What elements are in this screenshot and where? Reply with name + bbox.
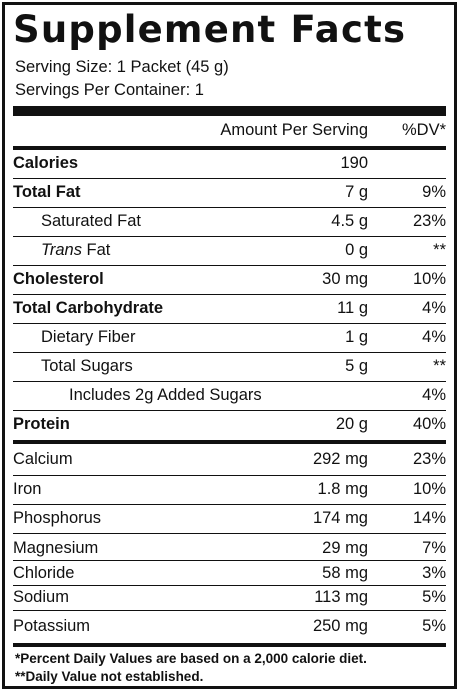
nutrient-label: Magnesium (13, 539, 99, 557)
nutrient-amount: 30 mg (322, 270, 368, 288)
nutrient-row-total-carbohydrate: Total Carbohydrate 11 g 4% (13, 297, 446, 319)
nutrient-dv: 23% (412, 450, 446, 468)
nutrient-dv: 23% (412, 212, 446, 230)
nutrient-amount: 0 g (345, 241, 368, 259)
nutrient-row-total-sugars: Total Sugars 5 g ** (13, 355, 446, 377)
row-divider (13, 410, 446, 411)
nutrient-dv: 10% (412, 270, 446, 288)
nutrient-dv: 14% (412, 509, 446, 527)
servings-per-container: Servings Per Container: 1 (15, 81, 204, 99)
nutrient-label: Phosphorus (13, 509, 102, 527)
nutrient-row-total-fat: Total Fat 7 g 9% (13, 181, 446, 203)
nutrient-dv: 4% (422, 386, 446, 404)
row-divider (13, 381, 446, 382)
nutrient-amount: 190 (340, 154, 368, 172)
nutrient-row-cholesterol: Cholesterol 30 mg 10% (13, 268, 446, 290)
footnote-percent-dv: *Percent Daily Values are based on a 2,0… (15, 651, 367, 666)
panel-title: Supplement Facts (13, 8, 407, 51)
nutrient-row-sodium: Sodium 113 mg 5% (13, 586, 446, 608)
nutrient-row-phosphorus: Phosphorus 174 mg 14% (13, 507, 446, 529)
nutrient-dv: 4% (422, 328, 446, 346)
nutrient-dv: 9% (422, 183, 446, 201)
serving-size: Serving Size: 1 Packet (45 g) (15, 58, 229, 76)
nutrient-label: Trans Fat (13, 239, 248, 261)
nutrient-amount: 113 mg (314, 588, 368, 606)
row-divider (13, 560, 446, 561)
trans-fat-rest: Fat (81, 241, 111, 259)
nutrient-amount: 1.8 mg (317, 480, 368, 498)
nutrient-dv: 10% (412, 480, 446, 498)
nutrient-amount: 58 mg (322, 564, 368, 582)
dv-header: %DV* (401, 121, 446, 139)
nutrient-row-trans-fat: Trans Fat 0 g ** (13, 239, 446, 261)
nutrient-label: Saturated Fat (41, 212, 141, 230)
nutrient-label: Protein (13, 415, 70, 433)
nutrient-row-protein: Protein 20 g 40% (13, 413, 446, 435)
nutrient-row-magnesium: Magnesium 29 mg 7% (13, 537, 446, 559)
header-rule (13, 146, 446, 150)
nutrient-label: Total Carbohydrate (13, 299, 164, 317)
nutrient-dv: 5% (422, 617, 446, 635)
nutrient-label: Calcium (13, 450, 73, 468)
thick-rule (13, 106, 446, 116)
trans-italic: Trans (41, 241, 82, 259)
row-divider (13, 585, 446, 586)
nutrient-dv: 40% (412, 415, 446, 433)
nutrient-amount: 292 mg (312, 450, 368, 468)
nutrient-row-dietary-fiber: Dietary Fiber 1 g 4% (13, 326, 446, 348)
nutrient-label: Total Fat (13, 183, 81, 201)
nutrient-amount: 20 g (335, 415, 368, 433)
nutrient-amount: 174 mg (312, 509, 368, 527)
nutrient-label: Chloride (13, 564, 75, 582)
row-divider (13, 178, 446, 179)
amount-per-serving-header: Amount Per Serving (220, 121, 368, 139)
row-divider (13, 294, 446, 295)
protein-rule (13, 440, 446, 444)
row-divider (13, 352, 446, 353)
row-divider (13, 533, 446, 534)
nutrient-dv: 4% (422, 299, 446, 317)
nutrient-row-added-sugars: Includes 2g Added Sugars 4% (13, 384, 446, 406)
nutrient-amount: 1 g (345, 328, 368, 346)
row-divider (13, 236, 446, 237)
nutrient-amount: 4.5 g (331, 212, 368, 230)
row-divider (13, 207, 446, 208)
nutrient-dv: ** (433, 241, 446, 259)
nutrient-amount: 11 g (337, 299, 368, 317)
nutrient-row-calories: Calories 190 (13, 152, 446, 174)
nutrient-label: Cholesterol (13, 270, 104, 288)
row-divider (13, 475, 446, 476)
nutrient-label: Dietary Fiber (41, 328, 136, 346)
nutrient-amount: 5 g (345, 357, 368, 375)
column-header: Amount Per Serving %DV* (13, 119, 446, 141)
nutrient-label: Potassium (13, 617, 91, 635)
nutrient-row-chloride: Chloride 58 mg 3% (13, 562, 446, 584)
row-divider (13, 610, 446, 611)
nutrient-label: Calories (13, 154, 79, 172)
nutrient-dv: 3% (422, 564, 446, 582)
nutrient-amount: 7 g (345, 183, 368, 201)
nutrient-row-saturated-fat: Saturated Fat 4.5 g 23% (13, 210, 446, 232)
nutrient-dv: 7% (422, 539, 446, 557)
footnote-not-established: **Daily Value not established. (15, 669, 204, 684)
row-divider (13, 265, 446, 266)
row-divider (13, 504, 446, 505)
nutrient-label: Iron (13, 480, 42, 498)
nutrient-label: Total Sugars (41, 357, 133, 375)
nutrient-row-calcium: Calcium 292 mg 23% (13, 448, 446, 470)
nutrient-dv: 5% (422, 588, 446, 606)
nutrient-amount: 29 mg (322, 539, 368, 557)
nutrient-label: Sodium (13, 588, 69, 606)
nutrient-row-iron: Iron 1.8 mg 10% (13, 478, 446, 500)
footer-rule (13, 643, 446, 647)
row-divider (13, 323, 446, 324)
nutrient-row-potassium: Potassium 250 mg 5% (13, 615, 446, 637)
nutrient-dv: ** (433, 357, 446, 375)
nutrient-label: Includes 2g Added Sugars (69, 386, 262, 404)
nutrient-amount: 250 mg (312, 617, 368, 635)
